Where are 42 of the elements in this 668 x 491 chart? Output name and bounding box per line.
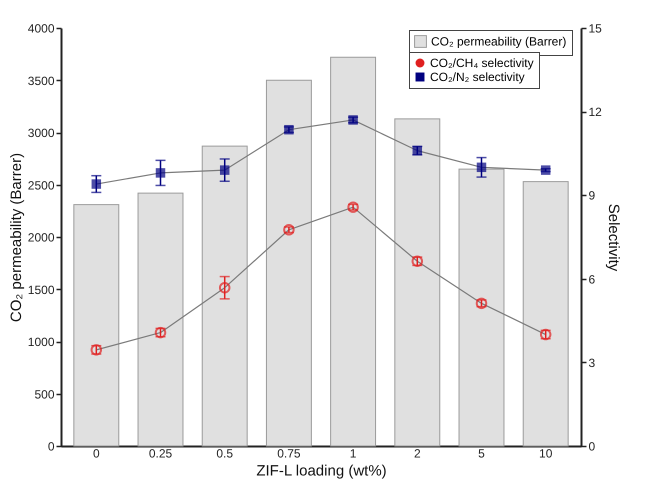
x-tick-label: 2 — [414, 446, 421, 460]
x-axis-title: ZIF-L loading (wt%) — [256, 462, 387, 480]
bar — [202, 146, 248, 446]
y-tick-label: 3500 — [28, 74, 55, 88]
y2-tick-label: 3 — [588, 356, 596, 370]
legend-label: CO₂/CH₄ selectivity — [430, 56, 534, 70]
y-tick-label: 4000 — [28, 22, 55, 36]
bar — [73, 204, 120, 446]
y-tick-label: 2000 — [28, 230, 55, 244]
bar — [330, 56, 376, 446]
x-tick-label: 5 — [478, 446, 486, 460]
point — [218, 282, 230, 294]
point — [476, 162, 486, 172]
point — [156, 168, 166, 178]
y-axis-title: CO₂ permeability (Barrer) — [8, 152, 25, 322]
y2-tick-label: 15 — [588, 22, 602, 36]
legend-label: CO₂ permeability (Barrer) — [431, 34, 566, 48]
bar — [266, 80, 312, 446]
x-tick-label: 0.25 — [148, 446, 173, 460]
y-tick-label: 2500 — [28, 178, 55, 192]
bar — [522, 181, 569, 446]
legend-label: CO₂/N₂ selectivity — [430, 70, 525, 84]
y-tick-label: 3000 — [28, 126, 55, 140]
x-tick-label: 0.5 — [216, 446, 234, 460]
y2-tick-label: 9 — [588, 188, 596, 203]
y-tick-label: 500 — [34, 387, 55, 402]
x-tick-label: 0 — [92, 446, 100, 460]
point — [220, 165, 230, 175]
point — [92, 179, 102, 189]
bar — [458, 168, 504, 446]
x-tick-label: 0.75 — [277, 446, 301, 460]
point — [540, 165, 550, 175]
bar — [138, 192, 184, 446]
y2-axis-title: Selectivity — [604, 204, 622, 272]
y2-tick-label: 12 — [588, 105, 602, 120]
x-tick-label: 1 — [350, 446, 357, 460]
point — [347, 201, 359, 213]
x-tick-label: 10 — [539, 446, 553, 460]
y2-tick-label: 6 — [588, 272, 596, 286]
y-tick-label: 1000 — [28, 335, 55, 349]
bar — [394, 118, 440, 446]
y-tick-label: 1500 — [28, 282, 55, 297]
